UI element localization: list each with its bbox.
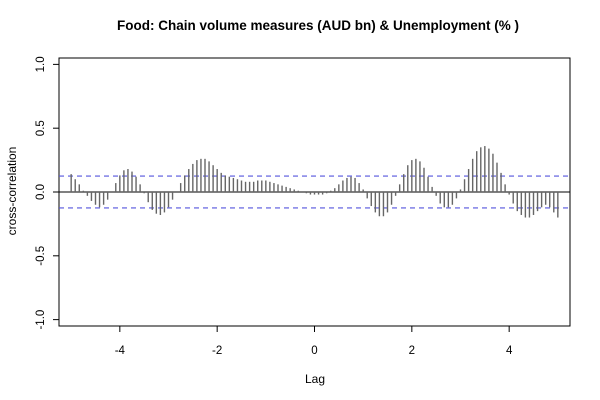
chart-marks: -4 -2 0 2 4 -1.0 -0.5 0.0 0.5 1.0 <box>35 56 570 357</box>
x-tick-label: -4 <box>115 345 126 357</box>
y-tick-label: -1.0 <box>35 310 47 330</box>
y-tick-label: 1.0 <box>35 56 47 72</box>
chart-title: Food: Chain volume measures (AUD bn) & U… <box>117 18 519 33</box>
x-tick-label: 4 <box>506 345 513 357</box>
x-axis-label: Lag <box>305 372 325 386</box>
x-tick-label: 0 <box>311 345 317 357</box>
x-tick-label: 2 <box>409 345 415 357</box>
y-tick-label: -0.5 <box>35 246 47 266</box>
x-tick-label: -2 <box>212 345 222 357</box>
y-tick-label: 0.0 <box>35 184 47 200</box>
y-axis-label: cross-correlation <box>5 147 19 236</box>
y-tick-label: 0.5 <box>35 120 47 136</box>
